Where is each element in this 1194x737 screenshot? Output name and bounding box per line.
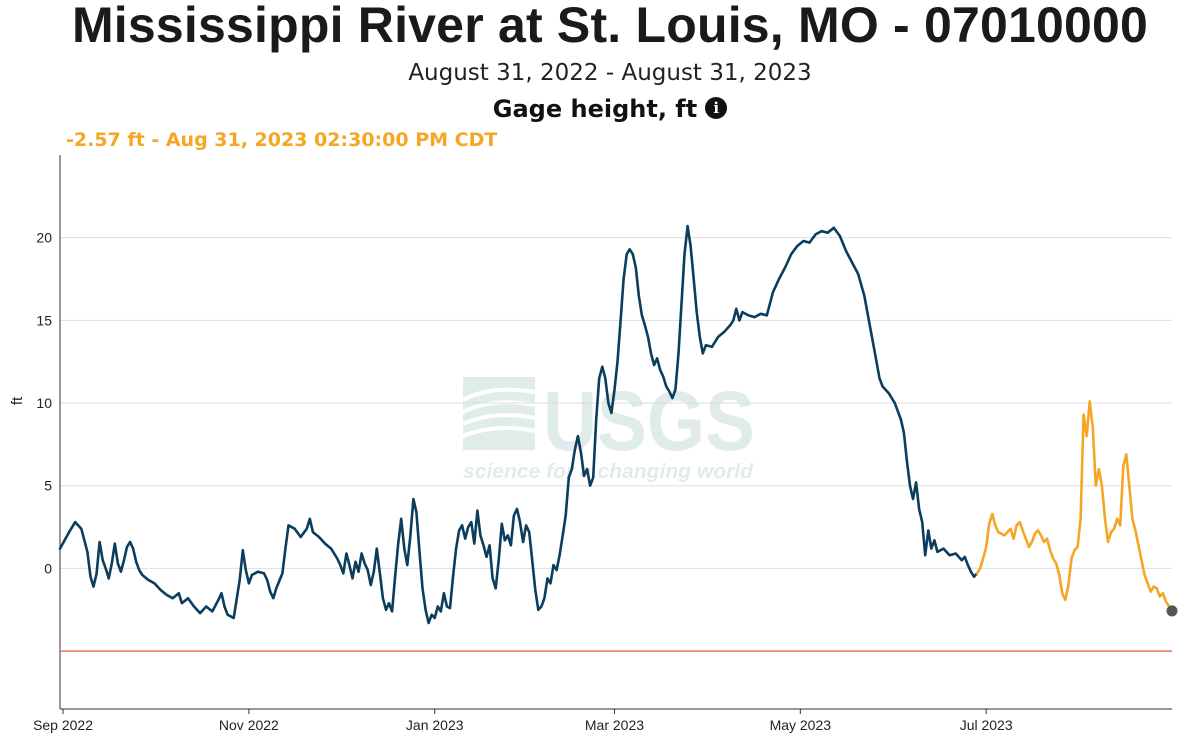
chart-title: Mississippi River at St. Louis, MO - 070…	[71, 0, 1149, 53]
series-line-approved[interactable]	[58, 224, 979, 625]
usgs-wordmark: USGS	[543, 374, 755, 468]
series-group	[58, 224, 1174, 625]
y-tick-label: 20	[36, 230, 52, 246]
info-icon[interactable]: i	[705, 97, 728, 119]
usgs-tagline: science for a changing world	[463, 461, 754, 483]
axes	[59, 155, 1172, 710]
series-line-provisional[interactable]	[975, 400, 1174, 613]
x-tick-label: Sep 2022	[33, 717, 93, 733]
x-tick-label: Mar 2023	[585, 717, 644, 733]
y-axis-label: ft	[9, 396, 26, 405]
x-tick-label: Jan 2023	[406, 717, 464, 733]
y-tick-label: 0	[44, 560, 52, 576]
x-tick-labels: Sep 2022 Nov 2022 Jan 2023 Mar 2023 May 2023…	[33, 709, 1013, 733]
parameter-label: Gage height, ft	[492, 95, 698, 123]
parameter-title: Gage height, ft i	[0, 95, 1194, 123]
x-tick-label: Jul 2023	[960, 717, 1013, 733]
usgs-wave-logo	[462, 377, 536, 450]
usgs-watermark: USGS science for a changing world	[462, 374, 755, 483]
latest-point-marker[interactable]	[1166, 605, 1178, 617]
x-tick-label: Nov 2022	[219, 717, 279, 733]
date-range: August 31, 2022 - August 31, 2023	[408, 60, 812, 86]
y-tick-labels: 0 5 10 15 20	[36, 230, 52, 577]
y-tick-label: 15	[36, 312, 52, 328]
y-tick-label: 5	[44, 478, 52, 494]
x-tick-label: May 2023	[770, 717, 832, 733]
grid-lines	[60, 237, 1172, 569]
latest-value-readout: -2.57 ft - Aug 31, 2023 02:30:00 PM CDT	[66, 129, 498, 151]
y-tick-label: 10	[36, 395, 52, 411]
